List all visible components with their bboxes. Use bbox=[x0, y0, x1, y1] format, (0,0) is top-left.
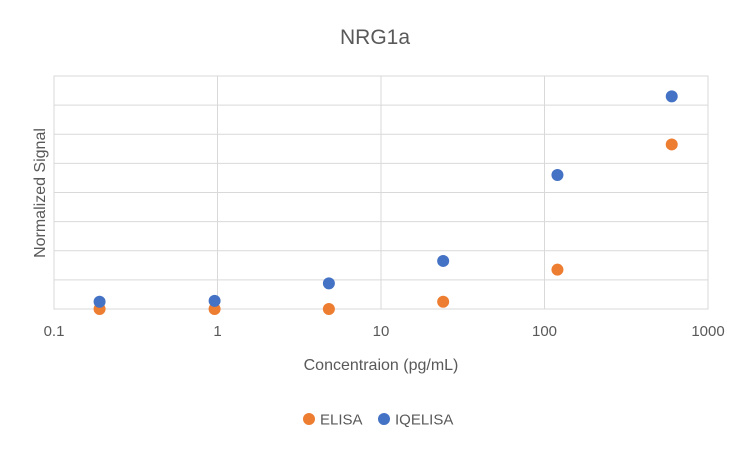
chart-title: NRG1a bbox=[340, 26, 410, 49]
legend-marker-elisa bbox=[303, 413, 315, 425]
data-point-iqelisa bbox=[551, 169, 564, 182]
x-tick-label: 0.1 bbox=[44, 323, 65, 340]
plot-area bbox=[53, 75, 709, 310]
legend-marker-iqelisa bbox=[378, 413, 390, 425]
data-point-iqelisa bbox=[437, 254, 450, 267]
x-tick-label: 10 bbox=[373, 323, 390, 340]
data-points bbox=[93, 90, 678, 315]
legend-label-elisa: ELISA bbox=[320, 412, 363, 429]
data-point-elisa bbox=[551, 263, 564, 276]
legend-label-iqelisa: IQELISA bbox=[395, 412, 453, 429]
data-point-elisa bbox=[437, 295, 450, 308]
x-axis-label: Concentraion (pg/mL) bbox=[304, 357, 459, 374]
x-axis-ticks: 0.1 1 10 100 1000 bbox=[44, 323, 725, 340]
y-axis-label: Normalized Signal bbox=[32, 128, 49, 258]
x-tick-label: 100 bbox=[532, 323, 557, 340]
data-point-iqelisa bbox=[322, 277, 335, 290]
legend: ELISA IQELISA bbox=[303, 412, 453, 429]
data-point-elisa bbox=[665, 138, 678, 151]
x-tick-label: 1000 bbox=[691, 323, 724, 340]
data-point-iqelisa bbox=[208, 294, 221, 307]
grid bbox=[53, 75, 709, 310]
x-tick-label: 1 bbox=[213, 323, 221, 340]
data-point-iqelisa bbox=[93, 295, 106, 308]
data-point-iqelisa bbox=[665, 90, 678, 103]
data-point-elisa bbox=[322, 303, 335, 315]
